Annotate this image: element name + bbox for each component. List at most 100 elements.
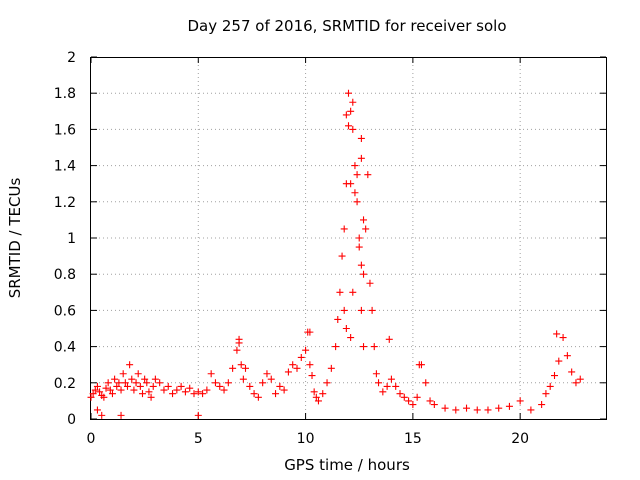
data-point [516, 397, 524, 405]
data-point [572, 379, 580, 387]
data-point [409, 401, 417, 409]
data-point [383, 382, 391, 390]
data-point [357, 134, 365, 142]
data-point [441, 404, 449, 412]
data-point [353, 171, 361, 179]
data-point [216, 382, 224, 390]
data-point [128, 375, 136, 383]
data-point [229, 364, 237, 372]
data-point [115, 379, 123, 387]
data-point [151, 375, 159, 383]
data-point [568, 368, 576, 376]
data-point [130, 386, 138, 394]
x-axis-label: GPS time / hours [284, 456, 410, 474]
x-tick-label: 5 [194, 431, 203, 447]
data-point [340, 225, 348, 233]
data-point [306, 361, 314, 369]
data-point [156, 379, 164, 387]
data-point [220, 386, 228, 394]
data-point [272, 390, 280, 398]
data-point [235, 339, 243, 347]
data-point [190, 390, 198, 398]
data-point [132, 379, 140, 387]
data-point [93, 406, 101, 414]
data-point [102, 384, 110, 392]
data-point [306, 328, 314, 336]
data-point [370, 343, 378, 351]
axes [90, 56, 607, 420]
data-point [276, 382, 284, 390]
data-point [96, 388, 104, 396]
data-point [87, 393, 95, 401]
data-point [505, 402, 513, 410]
data-point [177, 382, 185, 390]
data-point [169, 390, 177, 398]
data-point [495, 404, 503, 412]
data-point [405, 397, 413, 405]
data-point [224, 379, 232, 387]
data-point [379, 388, 387, 396]
data-point [364, 171, 372, 179]
data-point [143, 379, 151, 387]
data-point [347, 107, 355, 115]
data-point [254, 393, 262, 401]
y-tick-label: 1 [67, 231, 76, 247]
data-point [323, 379, 331, 387]
data-point [334, 315, 342, 323]
data-point [297, 353, 305, 361]
y-axis-label: SRMTID / TECUs [6, 178, 24, 299]
data-point [194, 411, 202, 419]
y-tick-label: 1.4 [54, 159, 76, 175]
data-point [360, 270, 368, 278]
data-point [342, 325, 350, 332]
data-point [113, 382, 121, 390]
data-point [100, 393, 108, 401]
data-point [355, 243, 363, 251]
data-point [347, 180, 355, 188]
y-tick-label: 0.8 [54, 267, 76, 283]
data-point [551, 372, 558, 380]
plot-frame [90, 57, 607, 420]
data-point [463, 404, 471, 412]
data-point [239, 375, 247, 383]
data-point [108, 390, 116, 398]
data-point [559, 334, 567, 342]
data-point [104, 379, 112, 387]
data-point [126, 361, 134, 369]
data-point [452, 406, 460, 414]
data-point [372, 370, 380, 378]
data-point [353, 198, 361, 206]
data-point [91, 386, 99, 394]
data-point [111, 375, 119, 383]
data-point [357, 306, 365, 314]
data-point [123, 382, 131, 390]
data-point [422, 379, 430, 387]
data-point [319, 390, 327, 398]
y-tick-label: 1.2 [54, 195, 76, 211]
data-point [181, 388, 189, 396]
data-point [259, 379, 267, 387]
data-point [426, 397, 434, 405]
data-point [375, 379, 383, 387]
data-point [302, 346, 310, 354]
data-point [430, 401, 438, 409]
data-point [312, 393, 320, 401]
data-point [280, 386, 288, 394]
data-point [289, 361, 297, 369]
data-point [93, 382, 101, 390]
data-point [392, 382, 400, 390]
data-point [160, 386, 168, 394]
data-points [87, 89, 584, 419]
y-tick-label: 0.4 [54, 340, 76, 356]
y-tick-labels: 0 0.2 0.4 0.6 0.8 1 1.2 1.4 1.6 1.8 2 [54, 50, 76, 428]
data-point [310, 388, 318, 396]
data-point [387, 375, 395, 383]
x-tick-label: 10 [297, 431, 315, 447]
data-point [355, 234, 363, 242]
data-point [538, 401, 546, 409]
data-point [351, 162, 359, 170]
data-point [308, 372, 316, 380]
data-point [284, 368, 292, 376]
data-point [553, 330, 561, 338]
